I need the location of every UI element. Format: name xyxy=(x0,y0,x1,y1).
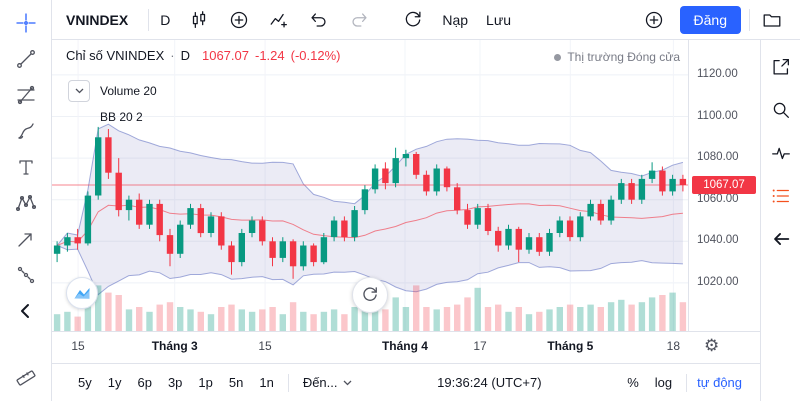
text-tool-icon[interactable] xyxy=(9,152,43,182)
percent-scale-button[interactable]: % xyxy=(627,375,639,390)
log-scale-button[interactable]: log xyxy=(654,375,673,390)
price-axis-label: 1020.00 xyxy=(697,275,739,288)
axis-settings-gear-icon[interactable]: ⚙ xyxy=(704,336,720,356)
separator xyxy=(287,373,289,392)
ruler-tool-icon[interactable] xyxy=(9,359,43,389)
range-1m-button[interactable]: 1p xyxy=(198,375,213,390)
legend-change: -1.24 xyxy=(254,48,285,63)
search-icon[interactable] xyxy=(767,97,795,123)
refresh-icon[interactable] xyxy=(393,0,433,40)
range-3m-button[interactable]: 3p xyxy=(167,375,183,390)
time-axis[interactable]: ⚙ 15 Tháng 3 15 Tháng 4 17 Tháng 5 18 xyxy=(52,331,760,363)
save-layout-button[interactable]: Lưu xyxy=(486,11,511,28)
right-toolbar xyxy=(760,40,800,401)
price-axis-label: 1080.00 xyxy=(697,151,739,164)
trend-line-tool-icon[interactable] xyxy=(9,44,43,74)
time-axis-label: 15 xyxy=(258,339,272,353)
legend-title[interactable]: Chỉ số VNINDEX xyxy=(66,48,165,63)
legend-change-pct: (-0.12%) xyxy=(290,48,341,63)
publish-button[interactable]: Đăng xyxy=(679,5,741,34)
price-axis-label: 1060.00 xyxy=(697,192,739,205)
volume-indicator-label[interactable]: Volume 20 xyxy=(100,84,157,98)
drawing-toolbar xyxy=(0,0,52,401)
folder-icon[interactable] xyxy=(752,0,792,40)
fibonacci-tool-icon[interactable] xyxy=(9,80,43,110)
bb-legend-row: BB 20 2 xyxy=(100,110,143,124)
time-axis-label: 17 xyxy=(473,339,487,353)
watchlist-icon[interactable] xyxy=(767,183,795,209)
range-5d-button[interactable]: 5n xyxy=(228,375,244,390)
market-status-dot-icon xyxy=(554,53,562,61)
time-axis-label: Tháng 4 xyxy=(381,339,428,353)
xabcd-pattern-tool-icon[interactable] xyxy=(9,188,43,218)
forecast-tool-icon[interactable] xyxy=(9,224,43,254)
market-status: Thị trường Đóng cửa xyxy=(554,50,680,64)
goto-date-button[interactable]: Đến... xyxy=(295,375,360,390)
chart-type-icon[interactable] xyxy=(179,0,219,40)
volume-legend-row: Volume 20 xyxy=(68,80,157,102)
market-status-label: Thị trường Đóng cửa xyxy=(567,50,680,64)
time-axis-label: 18 xyxy=(666,339,681,353)
time-axis-label: 15 xyxy=(71,339,85,353)
bottom-toolbar: 5y 1y 6p 3p 1p 5n 1n Đến... 19:36:24 (UT… xyxy=(52,363,760,401)
range-1y-button[interactable]: 1y xyxy=(107,375,122,390)
top-toolbar: VNINDEX D Nạp Lưu xyxy=(52,0,800,40)
legend-separator: · xyxy=(170,48,175,63)
reload-chart-button[interactable] xyxy=(352,277,388,313)
price-axis-label: 1040.00 xyxy=(697,234,739,247)
auto-scale-button[interactable]: tự động xyxy=(697,375,743,390)
add-alert-icon[interactable] xyxy=(634,0,674,40)
bb-indicator-label[interactable]: BB 20 2 xyxy=(100,110,143,124)
separator xyxy=(148,8,150,31)
price-axis-label: 1120.00 xyxy=(697,67,738,80)
range-5y-button[interactable]: 5y xyxy=(78,375,92,390)
chart-legend: Chỉ số VNINDEX · D 1067.07 -1.24 (-0.12%… xyxy=(66,48,340,63)
interval-button[interactable]: D xyxy=(160,11,171,28)
indicators-icon[interactable] xyxy=(259,0,299,40)
candlestick-chart[interactable] xyxy=(52,40,688,331)
chart-style-button[interactable] xyxy=(66,277,98,309)
chevron-down-icon xyxy=(343,380,351,385)
chart-plot[interactable]: Chỉ số VNINDEX · D 1067.07 -1.24 (-0.12%… xyxy=(52,40,688,331)
last-price-badge: 1067.07 xyxy=(692,176,756,195)
chart-column: Chỉ số VNINDEX · D 1067.07 -1.24 (-0.12%… xyxy=(52,40,760,401)
range-1d-button[interactable]: 1n xyxy=(259,375,274,390)
compare-add-icon[interactable] xyxy=(219,0,259,40)
content-row: Chỉ số VNINDEX · D 1067.07 -1.24 (-0.12%… xyxy=(52,40,800,401)
area-chart-icon xyxy=(74,288,90,299)
reload-icon xyxy=(363,287,377,301)
redo-icon[interactable] xyxy=(339,0,379,40)
separator xyxy=(749,8,750,31)
range-6m-button[interactable]: 6p xyxy=(137,375,152,390)
brush-tool-icon[interactable] xyxy=(9,116,43,146)
load-layout-button[interactable]: Nạp xyxy=(442,11,469,28)
collapse-legend-button[interactable] xyxy=(68,80,90,102)
clock-label[interactable]: 19:36:24 (UTC+7) xyxy=(437,375,542,390)
crosshair-tool-icon[interactable] xyxy=(9,8,43,38)
legend-price: 1067.07 xyxy=(201,48,249,63)
price-axis-label: 1100.00 xyxy=(697,109,738,122)
collapse-panel-arrow-icon[interactable] xyxy=(767,226,795,252)
hide-toolbar-arrow-icon[interactable] xyxy=(9,296,43,326)
separator xyxy=(686,373,688,392)
price-axis[interactable]: 1120.00 1100.00 1080.00 1060.00 1040.00 1020.… xyxy=(688,40,760,331)
goto-date-label: Đến... xyxy=(302,375,338,390)
symbol-button[interactable]: VNINDEX xyxy=(66,11,129,28)
main-column: VNINDEX D Nạp Lưu xyxy=(52,0,800,401)
share-icon[interactable] xyxy=(767,54,795,80)
chart-area: Chỉ số VNINDEX · D 1067.07 -1.24 (-0.12%… xyxy=(52,40,760,363)
undo-icon[interactable] xyxy=(299,0,339,40)
legend-interval[interactable]: D xyxy=(180,48,190,63)
measure-pattern-tool-icon[interactable] xyxy=(9,260,43,290)
time-axis-label: Tháng 5 xyxy=(547,339,594,353)
pulse-detail-icon[interactable] xyxy=(767,140,795,166)
time-axis-label: Tháng 3 xyxy=(151,339,198,353)
